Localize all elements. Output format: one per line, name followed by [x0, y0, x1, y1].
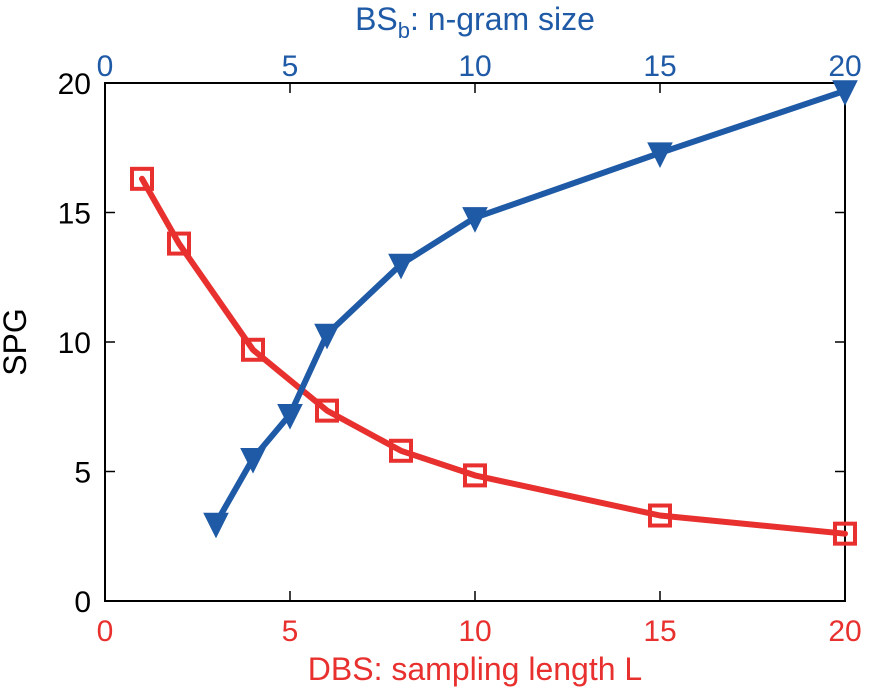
series-line-0 — [139, 175, 848, 537]
x-bottom-tick-label: 0 — [97, 615, 114, 648]
series-1-marker — [203, 512, 229, 539]
series-0-marker — [833, 521, 857, 546]
y-tick-label: 0 — [74, 586, 91, 619]
x-bottom-tick-label: 15 — [643, 615, 676, 648]
series-0-marker — [648, 503, 672, 528]
x-bottom-tick-label: 5 — [282, 615, 299, 648]
x-top-tick-label: 0 — [97, 50, 114, 83]
series-layer — [130, 80, 858, 546]
x-bottom-tick-label: 20 — [828, 615, 861, 648]
series-1-marker — [462, 207, 488, 233]
series-0-marker — [463, 463, 487, 488]
series-0-marker — [241, 337, 265, 362]
x-top-tick-label: 20 — [828, 50, 861, 83]
x-top-axis-title-sub: b — [398, 18, 410, 43]
series-1-marker — [832, 80, 858, 106]
y-tick-label: 5 — [74, 457, 91, 490]
x-top-tick-label: 5 — [282, 50, 299, 83]
y-tick-label: 10 — [58, 327, 91, 360]
series-1-marker — [647, 142, 673, 169]
x-top-axis-title-main: BS — [355, 1, 398, 37]
series-1-marker — [314, 323, 340, 350]
x-bottom-tick-label: 10 — [458, 615, 491, 648]
series-0-marker — [315, 398, 339, 423]
series-1-marker — [240, 448, 266, 474]
series-0-marker — [389, 438, 413, 463]
x-top-tick-label: 15 — [643, 50, 676, 83]
series-0-marker — [167, 231, 191, 256]
x-top-tick-label: 10 — [458, 50, 491, 83]
x-top-axis-title: BSb: n-gram size — [355, 1, 595, 43]
series-1-marker — [388, 253, 414, 280]
y-tick-label: 15 — [58, 198, 91, 231]
x-top-axis-title-rest: : n-gram size — [410, 1, 595, 37]
series-line-1 — [213, 87, 848, 527]
x-bottom-axis-title: DBS: sampling length L — [308, 651, 642, 687]
series-0-marker — [130, 166, 154, 191]
series-1-marker — [277, 404, 303, 430]
y-tick-label: 20 — [58, 68, 91, 101]
y-axis-title: SPG — [0, 308, 33, 376]
